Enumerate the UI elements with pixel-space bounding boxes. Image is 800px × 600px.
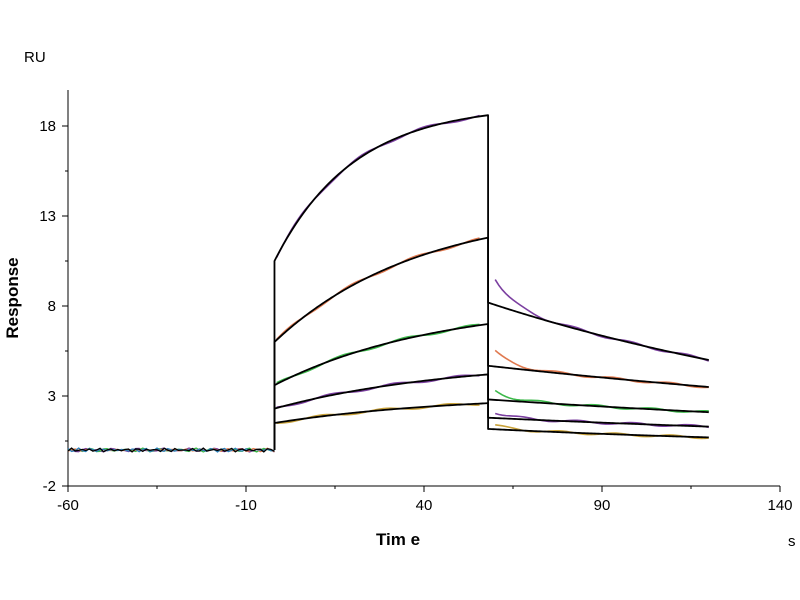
- series-fit-curve: [273, 402, 709, 450]
- y-ticks: -2 3 8 13 18: [39, 118, 68, 495]
- series-fit-curve: [273, 323, 709, 450]
- x-tick-label: 90: [594, 497, 611, 514]
- series-association-trace: [276, 323, 480, 384]
- series-fit-curve: [273, 236, 709, 450]
- y-tick-label: 18: [39, 118, 56, 135]
- series-fit-curve: [273, 114, 709, 450]
- x-axis-title: Tim e: [376, 530, 420, 549]
- y-tick-label: 13: [39, 208, 56, 225]
- series-dissociation-trace: [494, 389, 709, 413]
- baseline-layer: [67, 447, 275, 453]
- x-tick-label: 140: [767, 497, 792, 514]
- series-layer: [275, 114, 710, 440]
- baseline-trace: [67, 447, 275, 453]
- x-unit-label: s: [788, 533, 796, 550]
- x-tick-label: -10: [235, 497, 257, 514]
- series-association-trace: [276, 237, 480, 340]
- series-fit-curve: [273, 373, 709, 450]
- y-tick-label: 3: [48, 388, 56, 405]
- y-axis-title: Response: [3, 257, 22, 338]
- y-unit-label: RU: [24, 49, 46, 66]
- x-tick-label: 40: [416, 497, 433, 514]
- x-ticks: -60 -10 40 90 140: [57, 486, 793, 514]
- y-tick-label: 8: [48, 298, 56, 315]
- x-tick-label: -60: [57, 497, 79, 514]
- y-tick-label: -2: [43, 478, 56, 495]
- series-association-trace: [276, 374, 480, 408]
- baseline-trace: [67, 447, 275, 453]
- series-dissociation-trace: [494, 279, 710, 362]
- fit-layer: [273, 114, 709, 450]
- series-dissociation-trace: [494, 349, 709, 389]
- series-association-trace: [276, 402, 480, 424]
- series-association-trace: [275, 114, 480, 258]
